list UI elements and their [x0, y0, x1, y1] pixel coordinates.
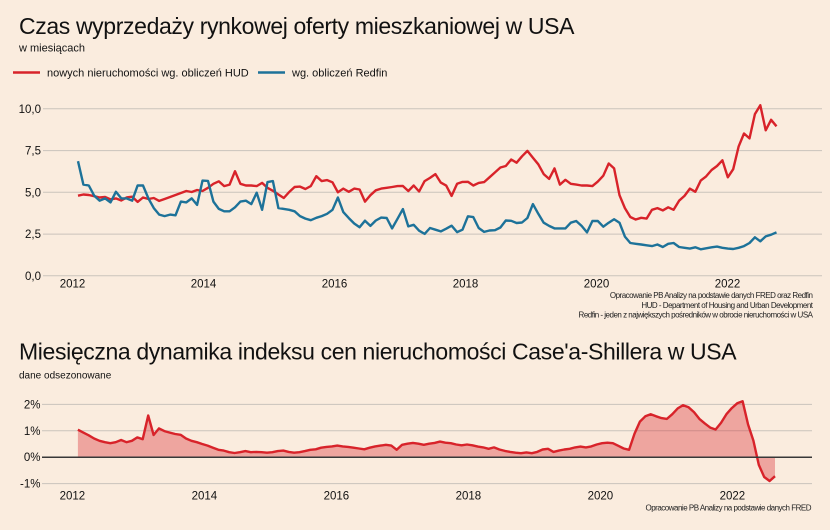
svg-text:2018: 2018 [453, 279, 479, 291]
svg-text:2014: 2014 [191, 279, 217, 291]
svg-text:dane odsezonowane: dane odsezonowane [19, 371, 112, 382]
svg-text:wg. obliczeń Redfin: wg. obliczeń Redfin [291, 68, 387, 80]
svg-text:HUD - Department of Housing an: HUD - Department of Housing and Urban De… [641, 301, 813, 310]
svg-text:0,0: 0,0 [25, 271, 41, 283]
svg-text:2012: 2012 [60, 491, 86, 503]
svg-text:w miesiącach: w miesiącach [18, 43, 85, 55]
svg-text:0%: 0% [24, 452, 41, 464]
svg-text:Opracowanie PB Analizy na pods: Opracowanie PB Analizy na podstawie dany… [610, 291, 813, 300]
svg-text:2020: 2020 [588, 491, 614, 503]
svg-text:Redfin - jeden z największych: Redfin - jeden z największych pośrednikó… [579, 311, 814, 320]
svg-text:Miesięczna dynamika indeksu ce: Miesięczna dynamika indeksu cen nierucho… [19, 339, 737, 365]
svg-text:2%: 2% [24, 399, 41, 411]
svg-text:2016: 2016 [322, 279, 348, 291]
svg-text:2022: 2022 [720, 491, 746, 503]
svg-text:2014: 2014 [192, 491, 218, 503]
svg-text:7,5: 7,5 [25, 146, 41, 158]
svg-text:Opracowanie PB Analizy na pods: Opracowanie PB Analizy na podstawie dany… [646, 504, 812, 513]
svg-text:-1%: -1% [20, 479, 40, 491]
svg-text:2016: 2016 [324, 491, 350, 503]
svg-text:10,0: 10,0 [19, 104, 41, 116]
svg-text:1%: 1% [24, 426, 41, 438]
svg-text:Czas wyprzedaży rynkowej ofert: Czas wyprzedaży rynkowej oferty mieszkan… [19, 13, 575, 39]
svg-text:2012: 2012 [60, 279, 86, 291]
svg-text:2022: 2022 [715, 279, 741, 291]
svg-text:5,0: 5,0 [25, 187, 41, 199]
svg-text:2,5: 2,5 [25, 229, 41, 241]
svg-text:nowych nieruchomości wg. oblic: nowych nieruchomości wg. obliczeń HUD [47, 68, 249, 80]
svg-text:2020: 2020 [584, 279, 610, 291]
svg-text:2018: 2018 [456, 491, 482, 503]
